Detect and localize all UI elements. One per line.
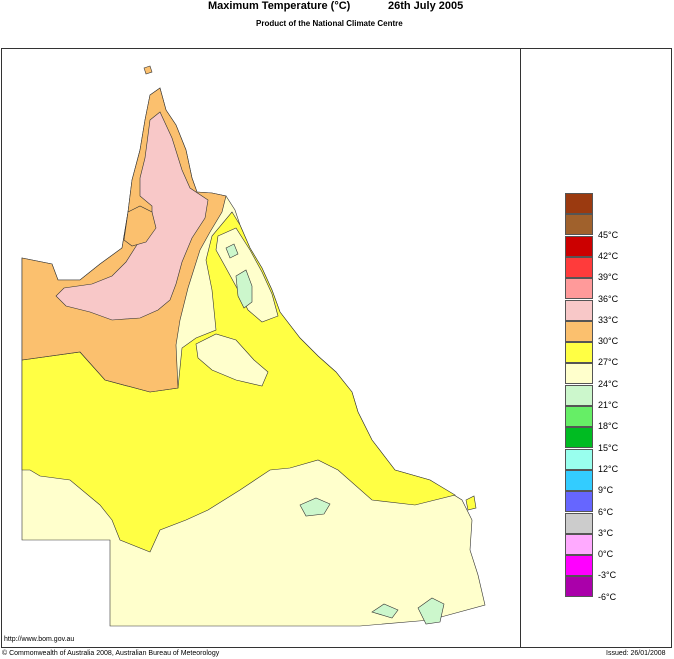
map-date: 26th July 2005 xyxy=(388,0,464,12)
region-mild-pocket xyxy=(195,333,269,387)
legend-swatch xyxy=(565,555,593,577)
legend-swatch xyxy=(565,448,593,470)
legend-label: 0°C xyxy=(598,549,614,560)
legend-label: 6°C xyxy=(598,506,614,517)
map-frame xyxy=(1,48,672,648)
legend-label: 27°C xyxy=(598,357,619,368)
island-east xyxy=(465,495,477,511)
legend-swatch xyxy=(565,320,593,342)
island-north xyxy=(143,65,153,75)
legend-label: 45°C xyxy=(598,229,619,240)
legend-swatch xyxy=(565,469,593,491)
frame-divider xyxy=(520,48,521,648)
legend-swatch xyxy=(565,299,593,321)
legend-swatch xyxy=(565,427,593,449)
legend-swatch xyxy=(565,214,593,236)
map-title: Maximum Temperature (°C) xyxy=(208,0,351,12)
legend-label: 9°C xyxy=(598,485,614,496)
copyright-notice: © Commonwealth of Australia 2008, Austra… xyxy=(2,650,220,657)
legend-swatch xyxy=(565,235,593,257)
legend-label: -6°C xyxy=(598,591,617,602)
region-cool-patch-3 xyxy=(371,603,399,619)
source-url[interactable]: http://www.bom.gov.au xyxy=(4,636,75,643)
legend-swatch xyxy=(565,256,593,278)
legend-swatch xyxy=(565,278,593,300)
region-cool-patch-2 xyxy=(299,497,331,517)
legend-swatch xyxy=(565,193,593,214)
legend-swatch xyxy=(565,406,593,427)
region-cool-patch-1 xyxy=(235,269,253,309)
legend-swatch xyxy=(565,491,593,513)
region-cool-patch-4 xyxy=(417,597,445,625)
legend-swatch xyxy=(565,342,593,364)
legend-swatch xyxy=(565,384,593,406)
legend-label: 12°C xyxy=(598,463,619,474)
legend-swatch xyxy=(565,533,593,555)
legend-label: 24°C xyxy=(598,378,619,389)
legend-swatch xyxy=(565,576,593,598)
legend-swatch xyxy=(565,363,593,385)
region-warm-central xyxy=(21,211,456,553)
issued-date: Issued: 26/01/2008 xyxy=(606,650,666,657)
legend-label: 33°C xyxy=(598,314,619,325)
legend-label: -3°C xyxy=(598,570,617,581)
legend-label: 15°C xyxy=(598,442,619,453)
legend-label: 18°C xyxy=(598,421,619,432)
legend-label: 30°C xyxy=(598,336,619,347)
map-subtitle: Product of the National Climate Centre xyxy=(256,19,403,28)
legend-swatch xyxy=(565,512,593,534)
legend-label: 21°C xyxy=(598,400,619,410)
region-hot-blob xyxy=(123,205,157,247)
legend-label: 42°C xyxy=(598,250,619,261)
legend-label: 39°C xyxy=(598,272,619,283)
legend-label: 36°C xyxy=(598,293,619,304)
region-cool-patch-5 xyxy=(225,243,239,259)
legend-label: 3°C xyxy=(598,527,614,538)
